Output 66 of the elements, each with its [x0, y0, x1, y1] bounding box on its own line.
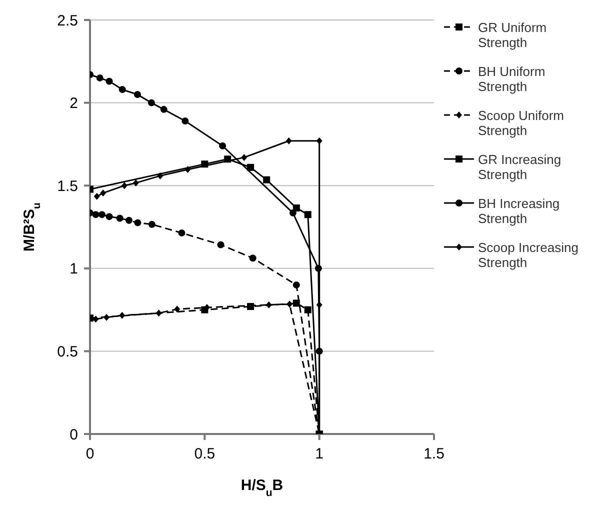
point — [184, 166, 191, 174]
point — [134, 91, 141, 98]
y-tick-label: 1 — [70, 260, 78, 278]
point — [104, 314, 110, 321]
legend-label: BH Increasing Strength — [478, 196, 561, 226]
legend-label: GR Increasing Strength — [478, 152, 562, 182]
x-tick-label: 0.5 — [194, 446, 216, 463]
point — [292, 204, 300, 212]
point — [106, 78, 113, 85]
point — [178, 229, 186, 236]
point — [286, 300, 293, 308]
y-tick-label: 1.5 — [57, 178, 78, 195]
point — [304, 306, 312, 314]
point — [96, 74, 104, 82]
point — [314, 264, 322, 272]
point — [98, 211, 106, 218]
point — [241, 154, 248, 161]
point — [148, 99, 155, 106]
point — [92, 211, 100, 218]
point — [292, 300, 300, 307]
y-tick-label: 0 — [70, 426, 78, 444]
point — [119, 312, 126, 319]
point — [116, 214, 124, 222]
point — [125, 216, 132, 224]
point — [316, 137, 322, 144]
point — [94, 192, 100, 200]
legend-label: Scoop Uniform Strength — [478, 108, 565, 138]
point — [174, 306, 180, 313]
point — [121, 182, 128, 190]
legend-label: GR Uniform Strength — [478, 20, 548, 50]
point — [286, 137, 292, 144]
point — [106, 213, 113, 220]
point — [292, 281, 300, 288]
x-tick-label: 1 — [315, 446, 324, 463]
point — [160, 106, 168, 113]
point — [316, 301, 322, 308]
point — [224, 156, 232, 163]
point — [148, 220, 156, 228]
point — [316, 348, 323, 355]
point — [100, 190, 106, 197]
point — [134, 219, 142, 226]
point — [304, 211, 312, 218]
point — [157, 172, 164, 180]
point — [132, 179, 139, 186]
point — [201, 160, 208, 168]
y-tick-label: 2 — [70, 95, 78, 112]
x-axis-title: H/S$_{u}$B — [240, 477, 284, 499]
point — [204, 304, 210, 311]
point — [289, 209, 296, 216]
legend-label: BH Uniform Strength — [478, 64, 546, 94]
point — [266, 301, 272, 308]
point — [118, 86, 126, 94]
x-tick-label: 0 — [86, 446, 94, 463]
point — [156, 310, 162, 317]
point — [92, 316, 99, 323]
point — [247, 164, 254, 171]
point — [217, 241, 224, 248]
point — [182, 118, 189, 125]
point — [219, 142, 226, 150]
x-tick-label: 1.5 — [424, 446, 444, 463]
y-tick-label: 2.5 — [57, 12, 78, 30]
point — [247, 302, 254, 310]
point — [249, 254, 256, 262]
y-tick-label: 0.5 — [57, 344, 78, 361]
point — [263, 176, 270, 184]
legend-label: Scoop Increasing Strength — [478, 240, 580, 270]
